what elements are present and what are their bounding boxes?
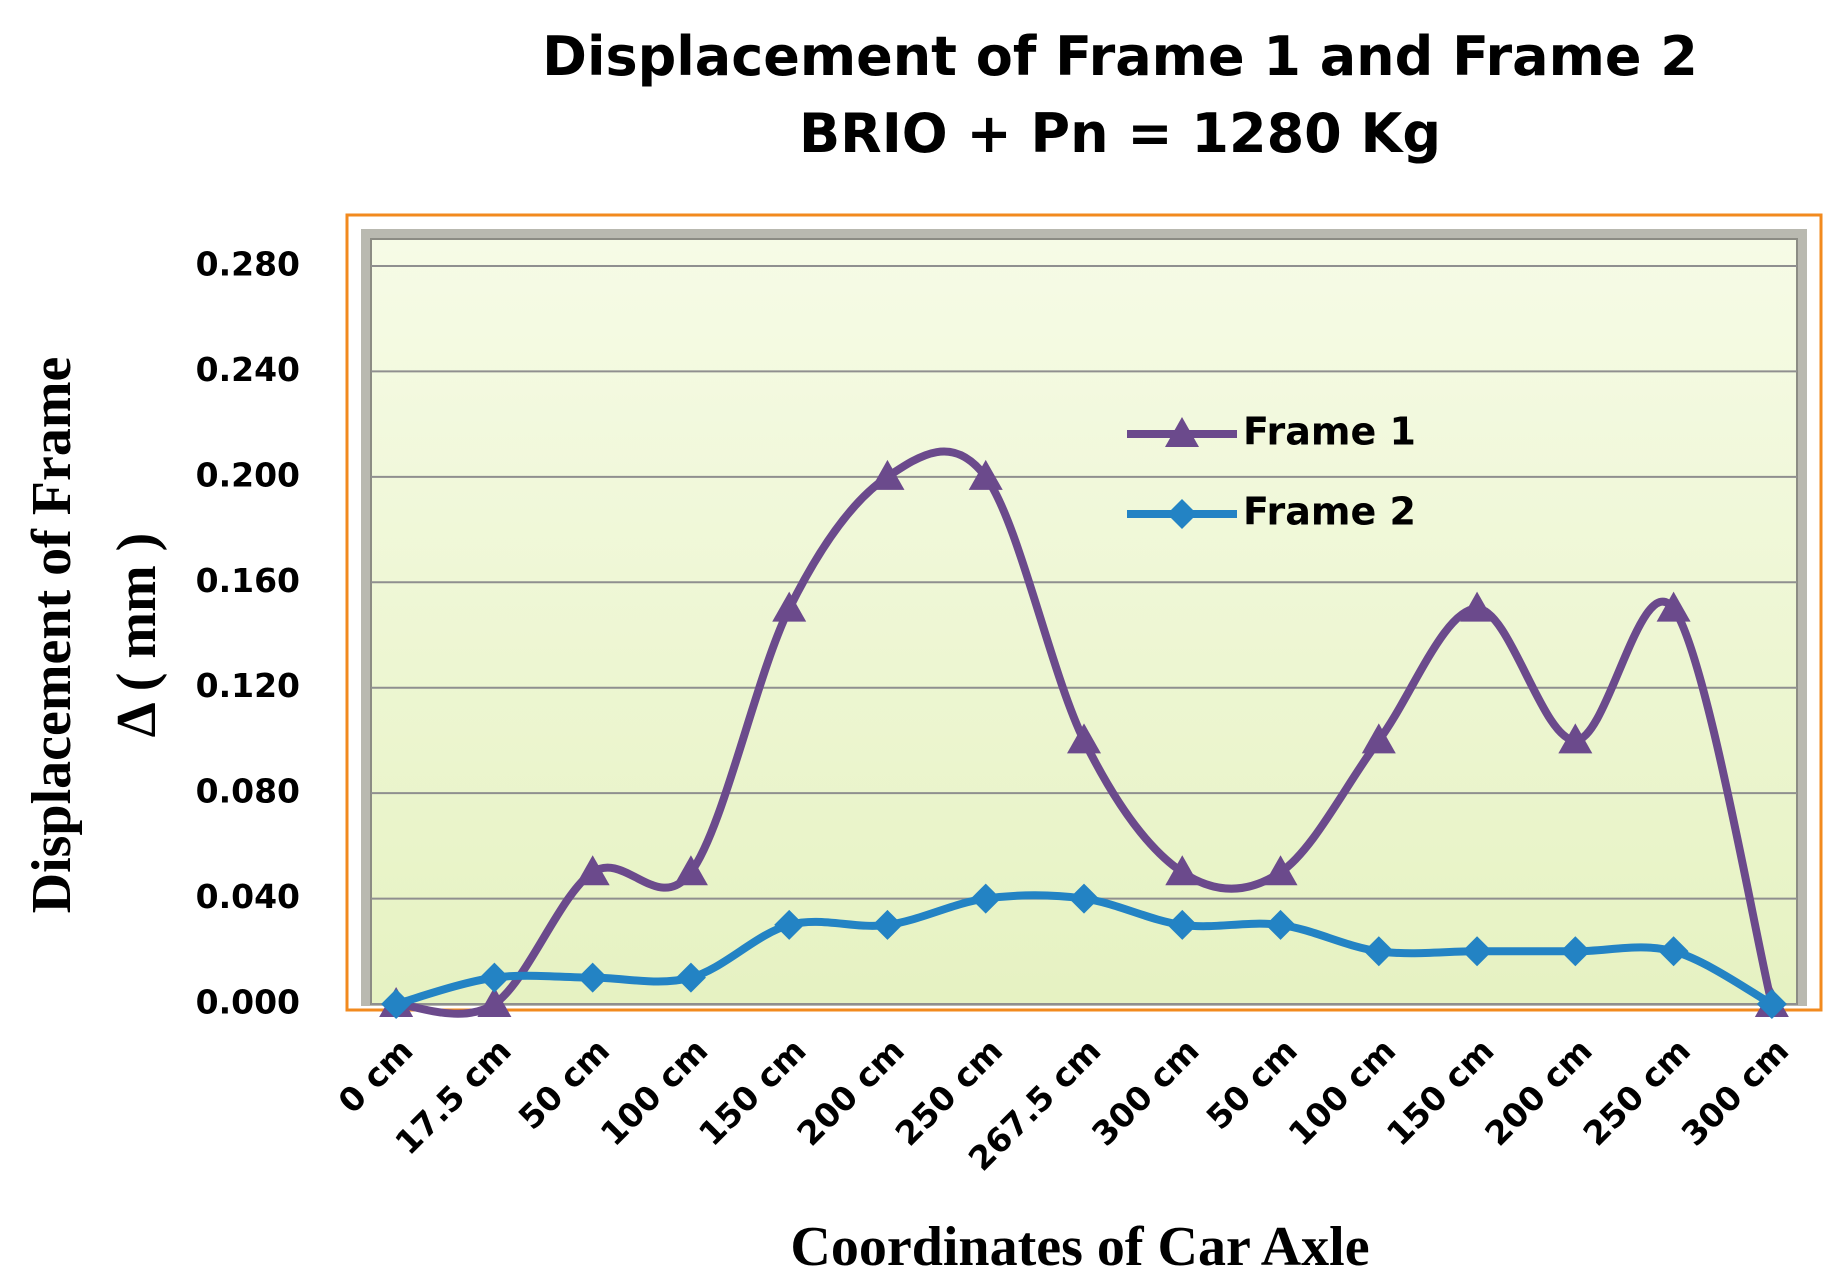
data-point — [381, 989, 412, 1019]
data-point — [1361, 723, 1396, 754]
y-tick-label: 0.280 — [196, 245, 300, 284]
y-tick-label: 0.040 — [196, 877, 300, 916]
x-tick-label: 300 cm — [1674, 1031, 1797, 1154]
data-point — [477, 987, 512, 1017]
y-tick-label: 0.080 — [196, 772, 300, 811]
y-tick-label: 0.200 — [196, 455, 300, 494]
data-point — [1165, 855, 1200, 886]
legend-marker — [1167, 499, 1197, 529]
data-point — [772, 591, 807, 622]
data-point — [575, 855, 610, 886]
data-point — [675, 962, 706, 993]
data-point — [968, 459, 1003, 490]
x-tick-label: 250 cm — [1575, 1031, 1698, 1154]
x-tick-label: 200 cm — [1477, 1031, 1600, 1154]
y-tick-label: 0.120 — [196, 666, 300, 705]
data-point — [1263, 855, 1298, 886]
legend-label: Frame 1 — [1243, 410, 1416, 454]
x-tick-label: 200 cm — [789, 1031, 912, 1154]
data-point — [1756, 989, 1787, 1019]
x-tick-label: 150 cm — [1379, 1031, 1502, 1154]
plot-area — [370, 238, 1798, 1005]
chart-subtitle: BRIO + Pn = 1280 Kg — [799, 102, 1441, 165]
chart-title: Displacement of Frame 1 and Frame 2 — [542, 25, 1698, 88]
data-point — [870, 459, 905, 490]
data-point — [1658, 936, 1689, 967]
y-tick-label: 0.000 — [196, 983, 300, 1022]
data-line — [395, 447, 1776, 1018]
data-point — [1167, 909, 1198, 940]
legend-marker — [1165, 417, 1199, 447]
x-tick-label: 100 cm — [593, 1031, 716, 1154]
data-point — [1067, 723, 1101, 754]
x-axis-title: Coordinates of Car Axle — [790, 1216, 1369, 1278]
data-point — [1558, 723, 1593, 754]
data-point — [479, 962, 510, 993]
x-tick-label: 100 cm — [1281, 1031, 1404, 1154]
data-point — [1460, 591, 1495, 622]
data-point — [1069, 883, 1099, 914]
data-point — [1265, 909, 1296, 940]
data-point — [1656, 591, 1691, 622]
legend-label: Frame 2 — [1243, 490, 1416, 534]
y-tick-label: 0.240 — [196, 350, 300, 389]
x-tick-label: 0 cm — [330, 1031, 420, 1121]
data-point — [1462, 936, 1493, 967]
data-point — [970, 883, 1001, 914]
data-point — [1363, 936, 1394, 967]
y-axis-title: Δ ( mm ) — [106, 533, 168, 738]
y-axis-title: Displacement of Frame — [21, 357, 83, 914]
data-point — [673, 855, 708, 886]
x-tick-label: 300 cm — [1084, 1031, 1207, 1154]
x-tick-label: 150 cm — [691, 1031, 814, 1154]
data-point — [1560, 936, 1591, 967]
data-point — [872, 909, 903, 940]
data-point — [774, 909, 805, 940]
y-tick-label: 0.160 — [196, 561, 300, 600]
data-point — [577, 962, 608, 993]
